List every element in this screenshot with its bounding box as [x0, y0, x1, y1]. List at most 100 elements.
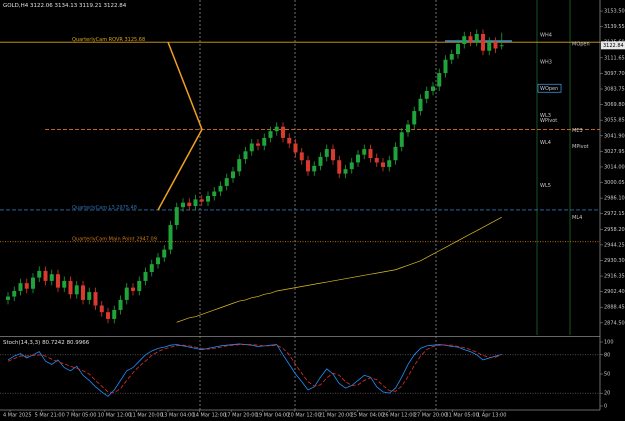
candle-body [481, 33, 485, 51]
candle-body [268, 131, 273, 138]
candle-body [462, 36, 467, 45]
candle-body [437, 73, 442, 87]
x-tick-label: 20 Mar 12:00 [287, 413, 320, 419]
candle-body [74, 285, 79, 295]
candle-body [112, 309, 117, 319]
candle-body [137, 280, 142, 291]
main-last: 80.7242 [42, 340, 65, 346]
level-tag: WL4 [540, 140, 551, 146]
candle-body [12, 290, 17, 297]
label-box [537, 83, 562, 93]
symbol: GOLD,H4 [3, 3, 29, 9]
candle-body [256, 143, 260, 146]
candle-body [131, 287, 135, 291]
candle-body [99, 305, 104, 313]
candle-body [162, 249, 167, 258]
candle-body [143, 271, 148, 281]
x-tick-label: 17 Mar 20:00 [224, 413, 257, 419]
candle-body [312, 165, 317, 172]
candle-body [293, 143, 298, 153]
candle-body [499, 45, 504, 47]
level-label: QuarterlyCam ROVR 3125.68 [72, 37, 145, 43]
candle-body [118, 299, 123, 310]
y-tick-label: 2944.25 [604, 242, 625, 248]
chart-header: GOLD,H4 3122.06 3134.13 3119.21 3122.84 [3, 3, 127, 9]
candle-body [449, 54, 454, 60]
candle-body [337, 160, 342, 174]
y-tick-label: 2958.20 [604, 227, 625, 233]
candle-body [331, 149, 335, 161]
x-tick-label: 31 Mar 05:00 [445, 413, 478, 419]
y-tick-label: 3153.50 [604, 9, 625, 15]
y-tick-label: 2986.10 [604, 196, 625, 202]
y-tick-label: 2916.35 [604, 274, 625, 280]
y-tick-label: 80 [604, 352, 610, 358]
indicator-line [7, 343, 502, 397]
x-tick-label: 5 Mar 21:00 [35, 413, 65, 419]
candle-body [24, 283, 29, 289]
candle-body [193, 199, 198, 207]
indicator-line [7, 344, 502, 393]
x-tick-label: 11 Mar 20:00 [129, 413, 162, 419]
y-tick-label: 20 [604, 391, 610, 397]
level-tag: MPivot [572, 144, 589, 150]
candle-body [343, 169, 348, 174]
candle-body [381, 162, 385, 167]
candle-body [87, 292, 92, 300]
level-label: QuarterlyCam Main Point 2947.09 [72, 237, 157, 243]
candle-body [493, 41, 498, 49]
candle-body [206, 195, 210, 202]
candle-body [406, 124, 410, 133]
candle-body [393, 146, 398, 161]
x-tick-label: 1 Apr 13:00 [477, 413, 506, 419]
candle-body [168, 225, 173, 250]
candle-body [281, 126, 285, 138]
candle-body [106, 312, 110, 319]
candle-body [374, 158, 379, 163]
candle-body [474, 33, 479, 42]
candle-body [424, 90, 429, 99]
x-tick-label: 21 Mar 20:00 [319, 413, 352, 419]
y-tick-label: 3083.75 [604, 87, 625, 93]
candle-body [349, 162, 354, 170]
candle-body [231, 171, 235, 179]
candle-body [399, 132, 404, 147]
x-tick-label: 27 Mar 20:00 [414, 413, 447, 419]
candle-body [37, 270, 42, 278]
candle-body [443, 59, 448, 74]
candle-body [243, 151, 248, 160]
price-tag [601, 41, 625, 50]
candle-body [362, 149, 367, 155]
candle-body [181, 202, 185, 208]
level-tag: MOpen [572, 42, 590, 48]
candle-body [93, 292, 98, 306]
zigzag [157, 41, 203, 211]
candle-body [487, 41, 492, 51]
y-tick-label: 3097.70 [604, 71, 625, 77]
candle-body [299, 152, 304, 161]
last-high: 3134.13 [55, 3, 78, 9]
x-tick-label: 10 Mar 12:00 [98, 413, 131, 419]
y-tick-label: 2972.15 [604, 211, 625, 217]
last-low: 3119.21 [79, 3, 102, 9]
level-tag: ML4 [572, 215, 582, 221]
candle-body [431, 86, 435, 91]
x-tick-label: 14 Mar 12:00 [193, 413, 226, 419]
candle-body [318, 156, 323, 166]
candle-body [356, 154, 360, 163]
y-tick-label: 3139.55 [604, 24, 625, 30]
candle-body [56, 274, 60, 288]
level-tag: WH4 [540, 33, 552, 39]
x-tick-label: 4 Mar 2025 [3, 413, 32, 419]
y-tick-label: 100 [604, 340, 614, 346]
level-tag: ME3 [572, 128, 583, 134]
y-tick-label: 3069.80 [604, 102, 625, 108]
y-tick-label: 3014.00 [604, 164, 625, 170]
candle-body [18, 283, 23, 291]
moving-average [176, 216, 502, 323]
candle-body [287, 137, 292, 144]
level-tag: WOpen [540, 86, 558, 92]
